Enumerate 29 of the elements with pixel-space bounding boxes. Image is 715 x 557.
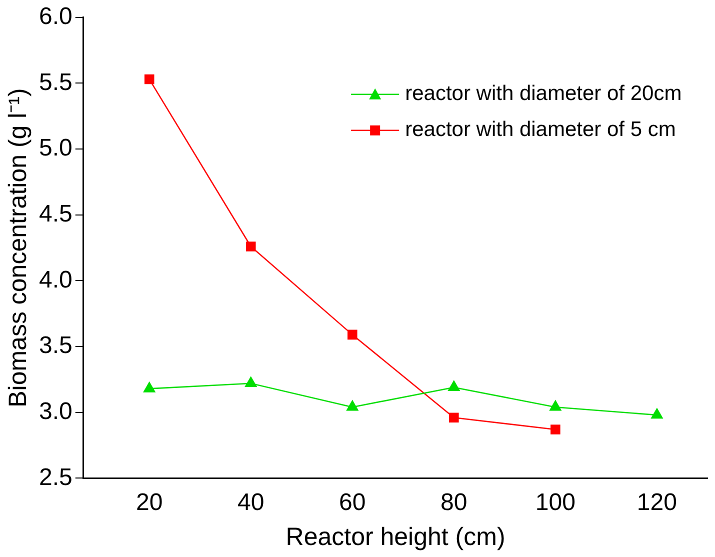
x-tick-label: 80 (440, 489, 468, 516)
point (144, 74, 154, 84)
point (346, 400, 358, 411)
y-tick-label: 4.0 (38, 266, 72, 294)
y-tick-label: 5.5 (38, 68, 72, 96)
x-axis-title: Reactor height (cm) (286, 522, 506, 551)
point (144, 382, 156, 392)
y-tick-label: 3.0 (38, 398, 72, 425)
legend-label: reactor with diameter of 5 cm (405, 118, 676, 142)
point (550, 424, 560, 434)
y-tick-label: 2.5 (38, 464, 72, 491)
point (449, 412, 459, 423)
x-tick-label: 40 (238, 489, 264, 516)
legend-label: reactor with diameter of 20cm (405, 82, 682, 106)
point (448, 380, 460, 392)
point (347, 330, 358, 340)
y-tick-label: 5.0 (38, 134, 72, 162)
y-tick-label: 6.0 (38, 3, 72, 30)
y-tick-label: 3.5 (38, 332, 72, 360)
x-tick-label: 20 (136, 489, 163, 516)
point (245, 376, 257, 388)
point (651, 408, 663, 419)
y-tick-label: 4.5 (38, 200, 72, 228)
point (246, 242, 256, 252)
x-tick-label: 60 (339, 489, 366, 516)
x-tick-label: 100 (535, 489, 576, 516)
x-tick-label: 120 (636, 489, 677, 516)
point (550, 400, 562, 411)
y-axis-title: Biomass concentration (g l⁻¹) (4, 88, 32, 408)
